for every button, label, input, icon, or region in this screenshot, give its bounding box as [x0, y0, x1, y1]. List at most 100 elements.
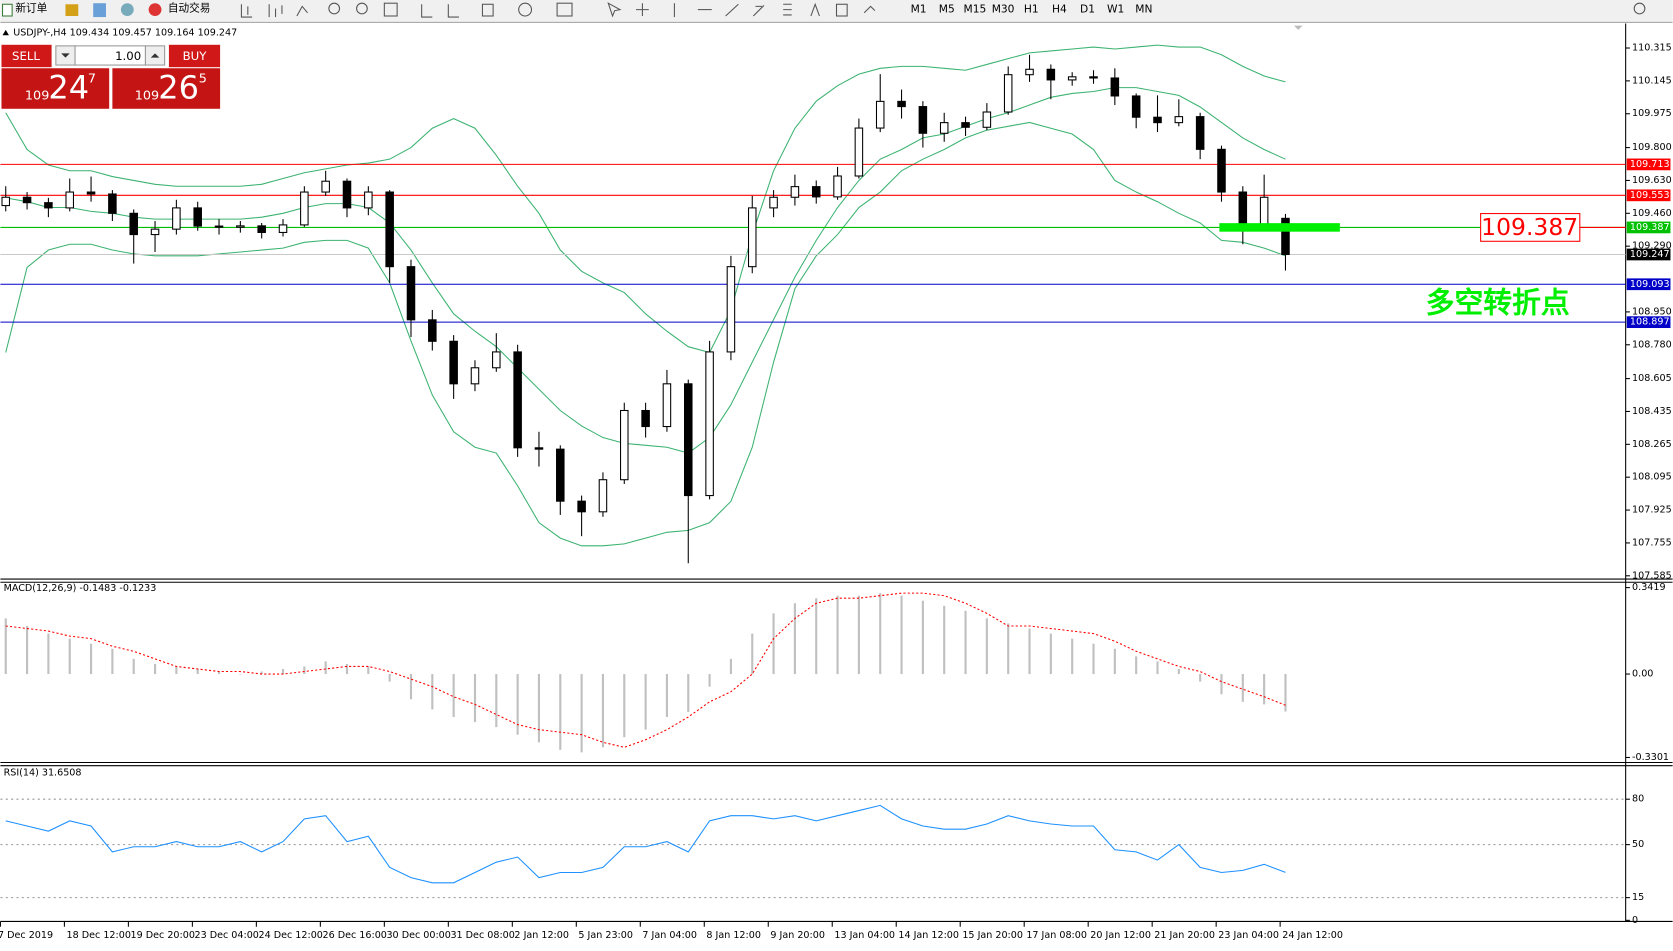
tool-icon[interactable]	[268, 4, 283, 18]
x-tick-label: 15 Jan 20:00	[962, 930, 1023, 941]
search-icon[interactable]	[1633, 2, 1646, 15]
tool-icon[interactable]	[120, 3, 134, 16]
candle-body	[428, 319, 437, 342]
candle-body	[193, 207, 202, 227]
macd-bar	[345, 663, 349, 675]
tool-icon[interactable]	[93, 3, 106, 18]
timeframe-button[interactable]: D1	[1080, 3, 1095, 16]
candle-body	[662, 383, 672, 428]
macd-bar	[857, 595, 860, 675]
x-tick-label: 13 Jan 04:00	[834, 930, 895, 941]
tool-icon[interactable]	[328, 2, 341, 15]
ask-box[interactable]	[112, 68, 221, 109]
macd-bar	[196, 668, 199, 675]
auto-trading-button[interactable]: 自动交易	[168, 2, 211, 15]
timeframe-button[interactable]: M30	[992, 3, 1015, 16]
tool-icon[interactable]	[752, 4, 765, 17]
price-level-label: 109.553	[1630, 190, 1670, 201]
candle-body	[556, 448, 565, 502]
chart-tools[interactable]	[240, 2, 1646, 18]
y-tick-label: 109.975	[1632, 108, 1672, 119]
macd-bar	[1113, 648, 1116, 675]
candle-body	[214, 225, 224, 228]
macd-bar	[47, 633, 50, 675]
y-tick-label: 80	[1632, 794, 1644, 805]
timeframe-button[interactable]: H4	[1052, 3, 1067, 16]
price-level-box	[1626, 316, 1671, 329]
macd-bar	[1135, 656, 1138, 675]
candle-body	[108, 193, 117, 214]
macd-bar	[772, 613, 775, 675]
tool-icon[interactable]	[296, 5, 308, 17]
macd-bar	[1241, 674, 1244, 702]
tool-icon[interactable]	[383, 2, 398, 17]
tool-icon[interactable]	[421, 4, 433, 18]
candle-body	[513, 351, 522, 449]
macd-signal	[5, 592, 1286, 748]
bid-box[interactable]	[1, 68, 110, 109]
rsi-line	[5, 804, 1286, 884]
macd-bar	[964, 610, 967, 675]
candle-body	[257, 225, 266, 233]
y-tick-label: 108.780	[1632, 339, 1672, 350]
timeframe-button[interactable]: W1	[1107, 3, 1124, 16]
candle-body	[129, 212, 138, 236]
price-level-box	[1626, 248, 1671, 261]
timeframe-button[interactable]: M1	[911, 3, 927, 16]
up-arrow	[150, 53, 160, 58]
tool-icon[interactable]	[518, 2, 533, 17]
new-order-icon[interactable]	[2, 3, 13, 17]
volume-value[interactable]: 1.00	[115, 49, 141, 63]
tool-icon[interactable]	[636, 3, 649, 16]
timeframe-button[interactable]: H1	[1024, 3, 1039, 16]
tool-icon[interactable]	[783, 3, 792, 16]
macd-bar	[153, 663, 157, 675]
tool-icon[interactable]	[863, 5, 876, 14]
tool-icon[interactable]	[240, 4, 253, 18]
macd-bar	[388, 674, 391, 682]
tool-icon[interactable]	[835, 3, 848, 17]
candle-body	[342, 180, 352, 209]
tool-icon[interactable]	[481, 3, 494, 17]
buy-button[interactable]	[168, 44, 221, 68]
x-tick-label: 20 Jan 12:00	[1090, 930, 1151, 941]
candle-body	[790, 186, 800, 198]
macd-bar	[1028, 628, 1031, 675]
candle-body	[1281, 217, 1290, 256]
macd-bar	[111, 648, 114, 675]
bid-pips: 24	[48, 69, 89, 107]
buy-label[interactable]: BUY	[183, 49, 208, 63]
macd-bar	[708, 674, 711, 687]
candle-body	[726, 266, 736, 353]
ask-point: 5	[199, 71, 207, 86]
candle-body	[449, 340, 458, 385]
macd-bar	[793, 603, 796, 675]
macd-bar	[281, 668, 285, 675]
timeframe-button[interactable]: M5	[939, 3, 955, 16]
macd-bar	[943, 605, 946, 675]
auto-trading-icon[interactable]	[148, 3, 162, 16]
tool-icon[interactable]	[65, 4, 79, 16]
timeframe-button[interactable]: M15	[964, 3, 987, 16]
tool-icon[interactable]	[725, 3, 739, 17]
tool-icon[interactable]	[556, 2, 573, 17]
tool-icon[interactable]	[447, 4, 459, 18]
candle-body	[1003, 74, 1013, 113]
macd-bar	[239, 674, 242, 675]
sell-button[interactable]	[1, 44, 52, 68]
macd-bar	[324, 661, 327, 675]
tool-icon[interactable]	[356, 2, 368, 15]
tool-icon[interactable]	[607, 2, 622, 18]
macd-bar	[601, 674, 605, 748]
x-tick-label: 24 Dec 12:00	[258, 930, 322, 941]
sell-label[interactable]: SELL	[12, 49, 40, 63]
timeframe-button[interactable]: MN	[1135, 3, 1152, 16]
macd-title: MACD(12,26,9) -0.1483 -0.1233	[4, 583, 157, 594]
candle-body	[86, 191, 96, 195]
macd-bar	[687, 674, 690, 712]
tool-icon[interactable]	[810, 2, 820, 17]
candle-body	[172, 207, 181, 230]
candle-body	[1089, 76, 1098, 79]
y-tick-label: 107.585	[1632, 570, 1672, 581]
new-order-button[interactable]: 新订单	[15, 2, 47, 15]
